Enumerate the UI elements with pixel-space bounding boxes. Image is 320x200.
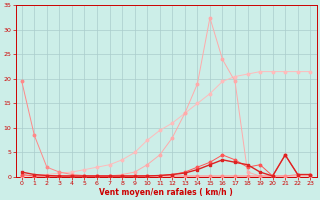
X-axis label: Vent moyen/en rafales ( km/h ): Vent moyen/en rafales ( km/h ): [99, 188, 233, 197]
